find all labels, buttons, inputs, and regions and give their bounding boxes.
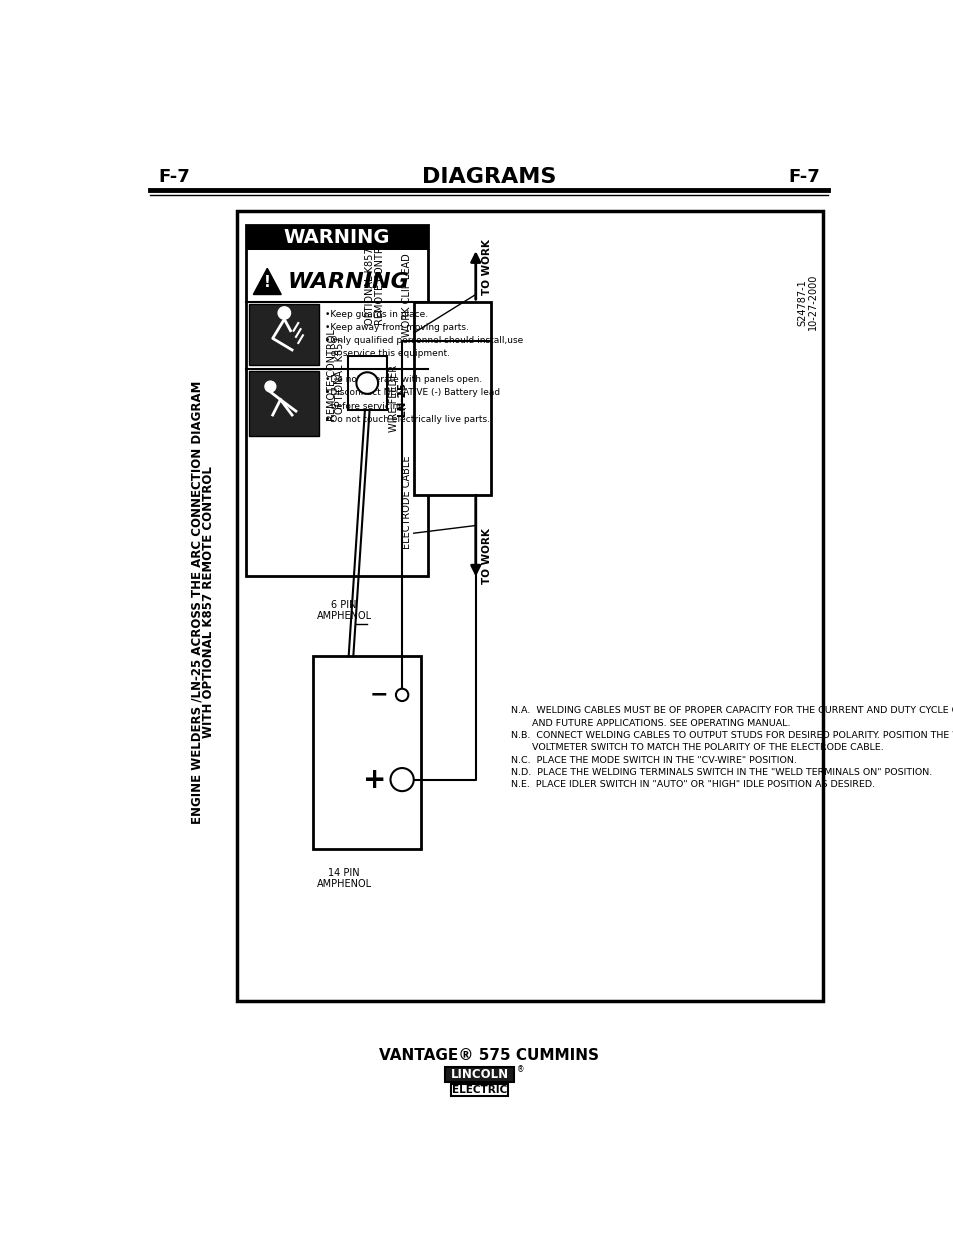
Text: AMPHENOL: AMPHENOL bbox=[316, 879, 371, 889]
Bar bbox=[245, 225, 427, 576]
Text: S24787-1: S24787-1 bbox=[797, 279, 807, 326]
Bar bbox=[249, 304, 319, 366]
Text: OPTIONAL K857: OPTIONAL K857 bbox=[335, 337, 345, 414]
Text: F-7: F-7 bbox=[787, 168, 819, 186]
Text: •Only qualified personnel should install,use: •Only qualified personnel should install… bbox=[324, 336, 522, 345]
Text: WORK CLIP LEAD: WORK CLIP LEAD bbox=[402, 253, 412, 337]
Bar bbox=[451, 1084, 508, 1097]
Text: +: + bbox=[363, 766, 386, 794]
Text: LINCOLN: LINCOLN bbox=[450, 1068, 508, 1081]
Text: REMOTE CONTROL: REMOTE CONTROL bbox=[326, 330, 336, 421]
Text: before servicing.: before servicing. bbox=[324, 401, 406, 410]
Text: ELECTRIC: ELECTRIC bbox=[452, 1084, 507, 1095]
Bar bbox=[348, 356, 386, 410]
Circle shape bbox=[265, 382, 275, 391]
Bar bbox=[236, 211, 822, 1002]
Text: WARNING: WARNING bbox=[283, 228, 390, 247]
Text: VANTAGE® 575 CUMMINS: VANTAGE® 575 CUMMINS bbox=[378, 1047, 598, 1063]
Text: 6 PIN: 6 PIN bbox=[331, 600, 356, 610]
Text: •Keep away from moving parts.: •Keep away from moving parts. bbox=[324, 324, 468, 332]
Bar bbox=[245, 225, 427, 249]
Text: F-7: F-7 bbox=[158, 168, 190, 186]
Text: •Disconnect NEGATIVE (-) Battery lead: •Disconnect NEGATIVE (-) Battery lead bbox=[324, 389, 499, 398]
Text: WIRE FEEDER: WIRE FEEDER bbox=[389, 364, 399, 432]
Text: −: − bbox=[369, 685, 388, 705]
Text: DIAGRAMS: DIAGRAMS bbox=[421, 168, 556, 188]
Text: 14 PIN: 14 PIN bbox=[328, 868, 359, 878]
Bar bbox=[444, 1067, 514, 1082]
Text: N.C.  PLACE THE MODE SWITCH IN THE "CV-WIRE" POSITION.: N.C. PLACE THE MODE SWITCH IN THE "CV-WI… bbox=[510, 756, 796, 764]
Text: VOLTMETER SWITCH TO MATCH THE POLARITY OF THE ELECTRODE CABLE.: VOLTMETER SWITCH TO MATCH THE POLARITY O… bbox=[510, 743, 882, 752]
Text: •Do not touch electrically live parts.: •Do not touch electrically live parts. bbox=[324, 415, 489, 424]
Bar bbox=[249, 370, 319, 436]
Text: ENGINE WELDERS /LN-25 ACROSS THE ARC CONNECTION DIAGRAM: ENGINE WELDERS /LN-25 ACROSS THE ARC CON… bbox=[190, 380, 203, 824]
Text: •Do not operate with panels open.: •Do not operate with panels open. bbox=[324, 375, 481, 384]
Bar bbox=[313, 656, 421, 848]
Circle shape bbox=[356, 372, 377, 394]
Text: N.E.  PLACE IDLER SWITCH IN "AUTO" OR "HIGH" IDLE POSITION AS DESIRED.: N.E. PLACE IDLER SWITCH IN "AUTO" OR "HI… bbox=[510, 781, 874, 789]
Text: LN-25: LN-25 bbox=[396, 382, 407, 415]
Text: or service this equipment.: or service this equipment. bbox=[324, 350, 449, 358]
Text: !: ! bbox=[264, 274, 271, 290]
Text: 10-27-2000: 10-27-2000 bbox=[807, 274, 817, 331]
Text: ®: ® bbox=[517, 1066, 524, 1074]
Text: TO WORK: TO WORK bbox=[481, 240, 492, 295]
Circle shape bbox=[390, 768, 414, 792]
Circle shape bbox=[395, 689, 408, 701]
Text: TO WORK: TO WORK bbox=[481, 529, 492, 584]
Text: N.A.  WELDING CABLES MUST BE OF PROPER CAPACITY FOR THE CURRENT AND DUTY CYCLE O: N.A. WELDING CABLES MUST BE OF PROPER CA… bbox=[510, 706, 953, 715]
Text: AMPHENOL: AMPHENOL bbox=[316, 611, 371, 621]
Polygon shape bbox=[253, 268, 281, 294]
Bar bbox=[414, 303, 491, 495]
Text: N.B.  CONNECT WELDING CABLES TO OUTPUT STUDS FOR DESIRED POLARITY. POSITION THE : N.B. CONNECT WELDING CABLES TO OUTPUT ST… bbox=[510, 731, 953, 740]
Text: WITH OPTIONAL K857 REMOTE CONTROL: WITH OPTIONAL K857 REMOTE CONTROL bbox=[202, 467, 214, 739]
Text: WARNING: WARNING bbox=[287, 272, 409, 293]
Text: N.D.  PLACE THE WELDING TERMINALS SWITCH IN THE "WELD TERMINALS ON" POSITION.: N.D. PLACE THE WELDING TERMINALS SWITCH … bbox=[510, 768, 931, 777]
Text: REMOTE CONTROL: REMOTE CONTROL bbox=[375, 233, 384, 325]
Circle shape bbox=[278, 306, 291, 319]
Text: OPTIONAL K857: OPTIONAL K857 bbox=[364, 248, 375, 325]
Text: AND FUTURE APPLICATIONS. SEE OPERATING MANUAL.: AND FUTURE APPLICATIONS. SEE OPERATING M… bbox=[510, 719, 789, 727]
Text: ELECTRODE CABLE: ELECTRODE CABLE bbox=[402, 456, 412, 548]
Text: •Keep guards in place.: •Keep guards in place. bbox=[324, 310, 427, 319]
